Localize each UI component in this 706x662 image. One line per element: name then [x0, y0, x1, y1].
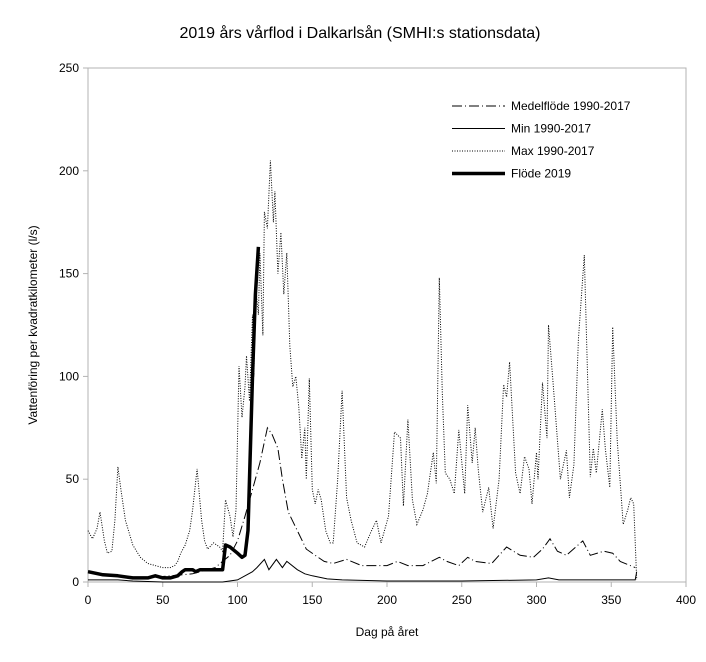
- x-tick-label: 400: [676, 593, 696, 607]
- x-tick-label: 150: [302, 593, 322, 607]
- y-tick-label: 150: [59, 267, 79, 281]
- x-tick-label: 350: [601, 593, 621, 607]
- x-tick-label: 50: [156, 593, 170, 607]
- legend-label: Flöde 2019: [511, 167, 571, 181]
- chart-title: 2019 års vårflod i Dalkarlsån (SMHI:s st…: [179, 24, 540, 42]
- series-line-min-1990-2017: [88, 558, 638, 583]
- y-tick-label: 250: [59, 61, 79, 75]
- y-tick-label: 100: [59, 369, 79, 383]
- series-line-fl-de-2019: [87, 246, 261, 580]
- axes: 0 50 100 150 200 250 0 50 100 150 200 250 300 350 400: [59, 61, 696, 607]
- series-line-medelfl-de-1990-2017: [87, 426, 636, 579]
- legend-label: Min 1990-2017: [511, 122, 591, 136]
- y-tick-label: 200: [59, 164, 79, 178]
- y-axis-label: Vattenföring per kvadratkilometer (l/s): [26, 225, 40, 424]
- x-tick-label: 200: [377, 593, 397, 607]
- legend-label: Medelflöde 1990-2017: [511, 99, 631, 113]
- legend-label: Max 1990-2017: [511, 144, 595, 158]
- y-tick-label: 0: [72, 575, 79, 589]
- x-tick-label: 300: [526, 593, 546, 607]
- y-tick-label: 50: [66, 472, 80, 486]
- x-tick-label: 100: [227, 593, 247, 607]
- x-axis-label: Dag på året: [356, 625, 419, 639]
- plot-frame: [87, 67, 687, 583]
- x-tick-label: 0: [85, 593, 92, 607]
- series-line-max-1990-2017: [87, 160, 638, 580]
- x-tick-label: 250: [452, 593, 472, 607]
- legend: Medelflöde 1990-2017 Min 1990-2017 Max 199…: [452, 99, 631, 181]
- series-lines: [87, 160, 638, 583]
